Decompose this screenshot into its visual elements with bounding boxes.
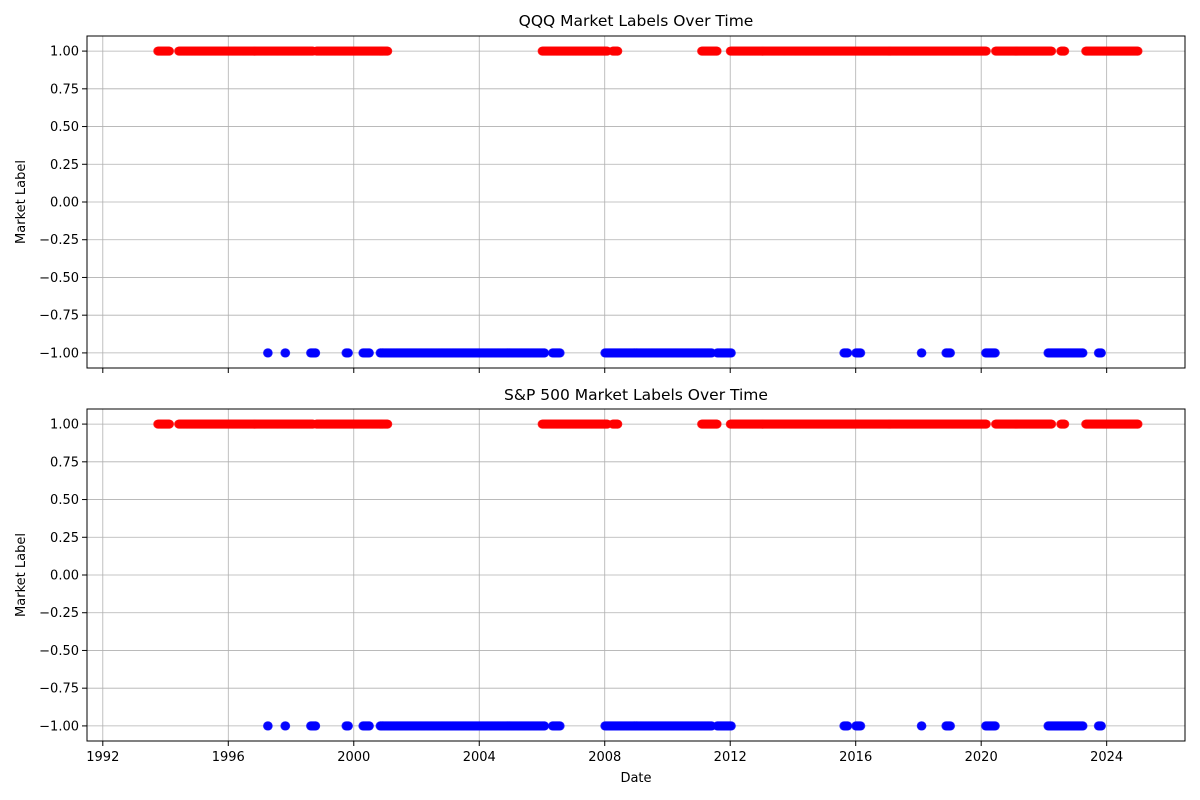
bear-point xyxy=(344,348,354,358)
y-tick-label: −1.00 xyxy=(39,346,79,361)
sp500-chart: S&P 500 Market Labels Over Time Market L… xyxy=(14,386,1186,786)
bear-point xyxy=(281,348,291,358)
bear-point xyxy=(555,348,565,358)
bull-point xyxy=(1047,46,1057,56)
bear-point xyxy=(364,348,374,358)
x-axis-label: Date xyxy=(620,771,651,786)
chart-title: QQQ Market Labels Over Time xyxy=(519,12,754,30)
y-tick-label: 0.00 xyxy=(50,196,79,211)
bear-point xyxy=(990,348,1000,358)
bear-point xyxy=(843,348,853,358)
bear-point xyxy=(726,348,736,358)
y-axis-label: Market Label xyxy=(14,533,29,617)
bull-point xyxy=(383,46,393,56)
y-tick-label: 0.25 xyxy=(50,158,79,173)
bull-point xyxy=(1133,46,1143,56)
bull-point xyxy=(383,419,393,429)
y-tick-label: −0.25 xyxy=(39,233,79,248)
y-axis-label: Market Label xyxy=(14,160,29,244)
data-points xyxy=(153,46,1143,358)
bear-point xyxy=(917,348,927,358)
bear-point xyxy=(1078,348,1088,358)
bull-point xyxy=(712,46,722,56)
bear-point xyxy=(1096,348,1106,358)
bull-point xyxy=(981,419,991,429)
bull-point xyxy=(613,419,623,429)
bull-point xyxy=(712,419,722,429)
bull-point xyxy=(1060,46,1070,56)
bear-point xyxy=(263,348,273,358)
y-tick-label: 0.75 xyxy=(50,82,79,97)
bear-point xyxy=(311,348,321,358)
grid xyxy=(87,409,1185,741)
bull-point xyxy=(981,46,991,56)
bear-point xyxy=(540,348,550,358)
y-tick-label: 1.00 xyxy=(50,45,79,60)
chart-title: S&P 500 Market Labels Over Time xyxy=(504,386,768,404)
bull-point xyxy=(1060,419,1070,429)
y-tick-label: −0.75 xyxy=(39,309,79,324)
bear-point xyxy=(856,348,866,358)
bull-point xyxy=(1047,419,1057,429)
y-tick-label: 0.50 xyxy=(50,120,79,135)
axis-ticks: −1.00 −0.75 −0.50 −0.25 0.00 0.25 0.50 0.75 1.00 xyxy=(39,45,1108,373)
y-tick-label: −0.50 xyxy=(39,271,79,286)
grid xyxy=(87,36,1185,368)
bear-point xyxy=(946,348,956,358)
bull-point xyxy=(164,46,174,56)
qqq-chart: QQQ Market Labels Over Time Market Label… xyxy=(14,12,1186,373)
bull-point xyxy=(164,419,174,429)
bull-point xyxy=(613,46,623,56)
